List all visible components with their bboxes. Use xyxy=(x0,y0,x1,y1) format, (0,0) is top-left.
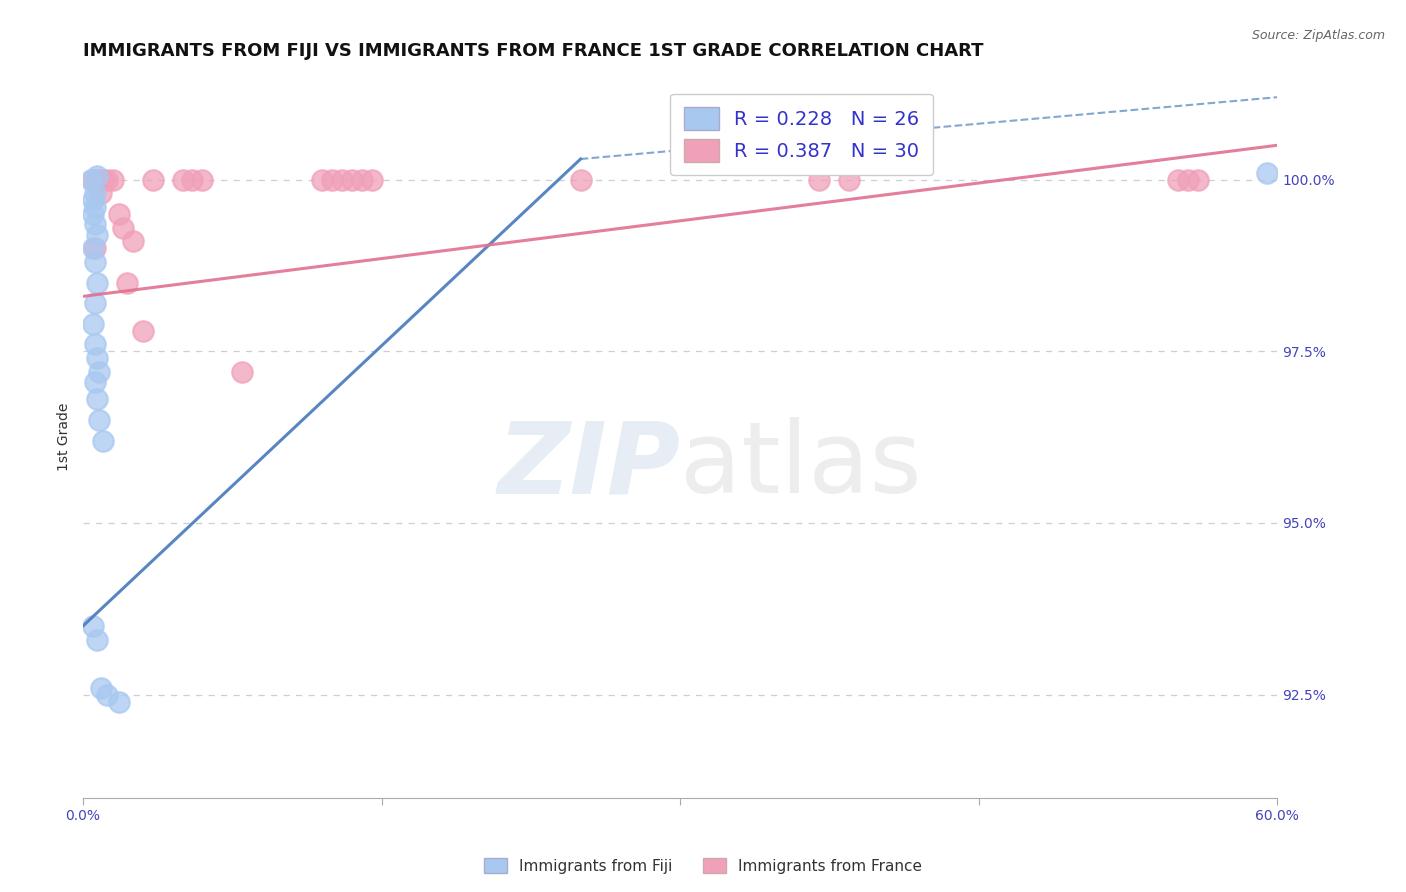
Point xyxy=(321,172,343,186)
Point xyxy=(86,169,108,184)
Text: atlas: atlas xyxy=(681,417,922,515)
Point xyxy=(84,337,107,351)
Point xyxy=(101,172,124,186)
Point xyxy=(360,172,382,186)
Point xyxy=(90,681,112,695)
Point xyxy=(82,193,104,207)
Point xyxy=(108,207,131,221)
Point xyxy=(111,220,134,235)
Legend: R = 0.228   N = 26, R = 0.387   N = 30: R = 0.228 N = 26, R = 0.387 N = 30 xyxy=(671,94,934,176)
Point xyxy=(96,688,118,702)
Point xyxy=(172,172,194,186)
Point xyxy=(191,172,214,186)
Point xyxy=(96,172,118,186)
Point xyxy=(108,694,131,708)
Point xyxy=(91,172,114,186)
Point xyxy=(82,619,104,633)
Point xyxy=(808,172,831,186)
Point xyxy=(84,217,107,231)
Legend: Immigrants from Fiji, Immigrants from France: Immigrants from Fiji, Immigrants from Fr… xyxy=(478,852,928,880)
Point xyxy=(311,172,333,186)
Text: Source: ZipAtlas.com: Source: ZipAtlas.com xyxy=(1251,29,1385,42)
Point xyxy=(82,207,104,221)
Point xyxy=(84,241,107,255)
Point xyxy=(84,186,107,201)
Point xyxy=(1256,166,1278,180)
Point xyxy=(1187,172,1209,186)
Point xyxy=(84,255,107,269)
Text: ZIP: ZIP xyxy=(498,417,681,515)
Point xyxy=(84,375,107,389)
Point xyxy=(84,200,107,214)
Point xyxy=(569,172,592,186)
Point xyxy=(115,276,138,290)
Point xyxy=(121,235,143,249)
Point xyxy=(1177,172,1199,186)
Point xyxy=(82,241,104,255)
Point xyxy=(340,172,363,186)
Point xyxy=(231,365,253,379)
Point xyxy=(82,317,104,331)
Point xyxy=(1167,172,1189,186)
Point xyxy=(330,172,353,186)
Point xyxy=(90,186,112,201)
Point xyxy=(86,632,108,647)
Point xyxy=(86,276,108,290)
Point xyxy=(87,172,110,186)
Point xyxy=(86,227,108,242)
Point xyxy=(86,172,108,186)
Y-axis label: 1st Grade: 1st Grade xyxy=(58,403,72,471)
Point xyxy=(80,172,103,186)
Point xyxy=(142,172,165,186)
Point xyxy=(86,392,108,407)
Point xyxy=(91,434,114,448)
Point xyxy=(87,365,110,379)
Point xyxy=(131,324,153,338)
Text: IMMIGRANTS FROM FIJI VS IMMIGRANTS FROM FRANCE 1ST GRADE CORRELATION CHART: IMMIGRANTS FROM FIJI VS IMMIGRANTS FROM … xyxy=(83,42,983,60)
Point xyxy=(87,413,110,427)
Point xyxy=(84,296,107,310)
Point xyxy=(86,351,108,366)
Point xyxy=(838,172,860,186)
Point xyxy=(82,172,104,186)
Point xyxy=(181,172,204,186)
Point xyxy=(350,172,373,186)
